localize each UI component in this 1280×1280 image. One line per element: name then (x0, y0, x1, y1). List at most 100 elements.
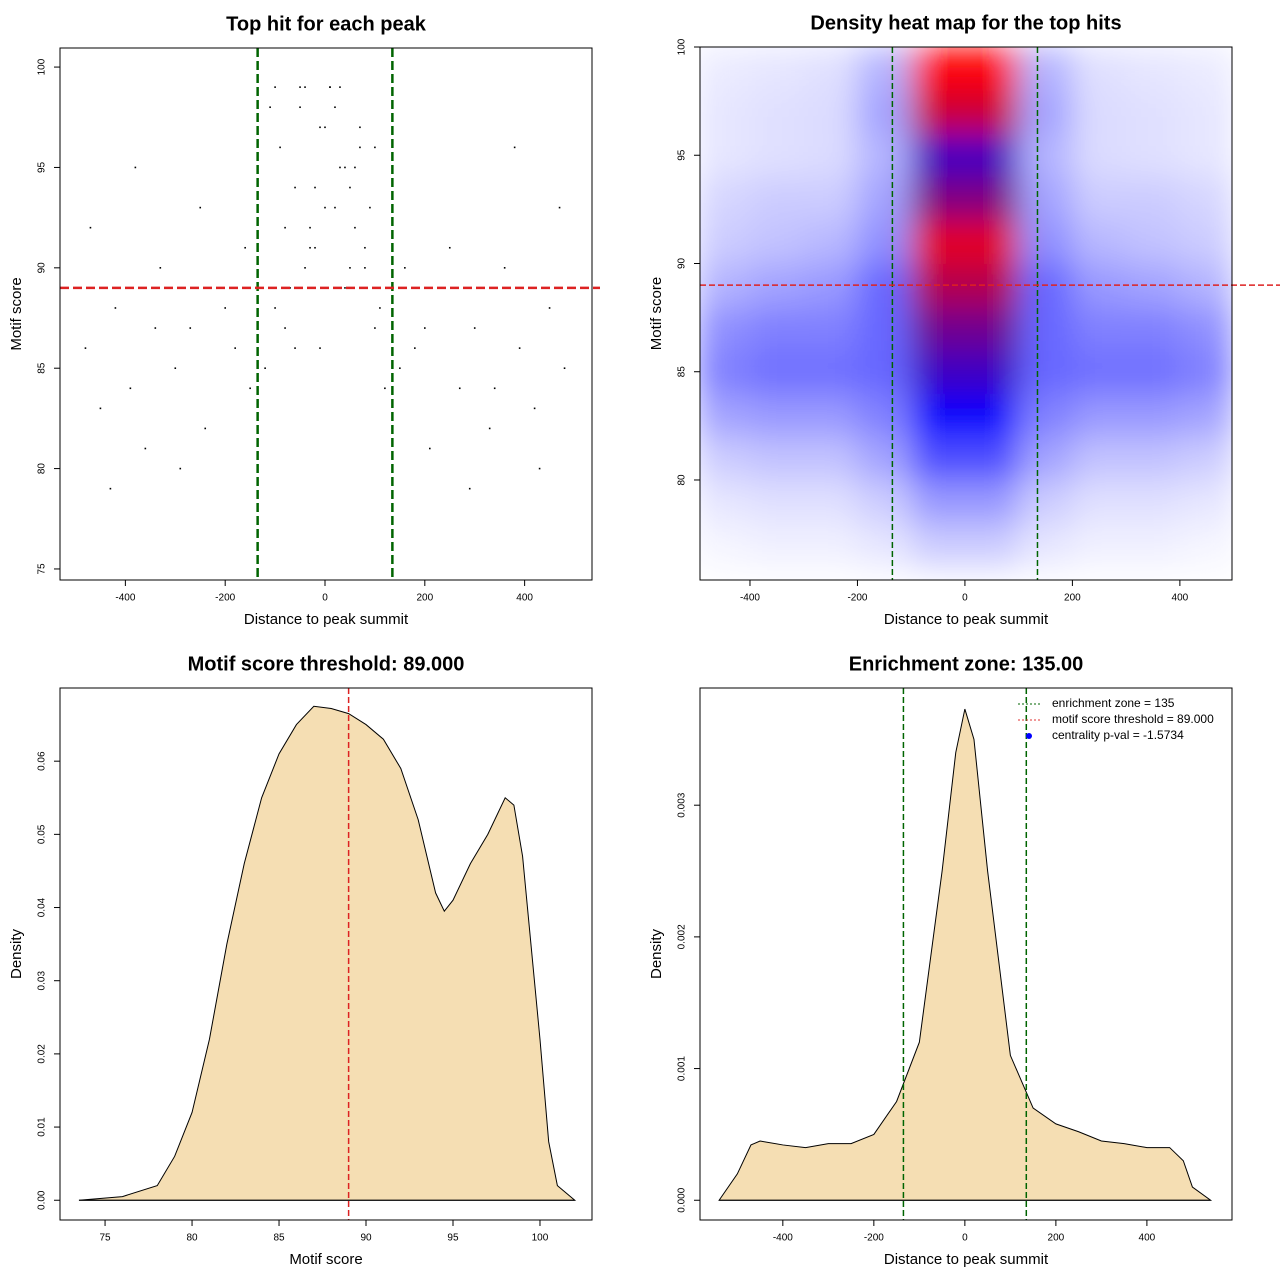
point (349, 267, 351, 269)
density-area (78, 705, 577, 1201)
point (159, 267, 162, 269)
x-tick-label: 90 (360, 1233, 372, 1244)
heat-cell (911, 436, 966, 481)
heat-cell (1018, 393, 1073, 438)
heat-cell (911, 350, 966, 394)
heat-cell (911, 220, 966, 264)
heat-cell (964, 523, 1020, 568)
heat-cell (1179, 47, 1232, 91)
point (344, 287, 346, 289)
point (319, 347, 321, 349)
heat-cell (1126, 436, 1181, 481)
plot-frame (699, 46, 1233, 581)
point (134, 166, 137, 169)
heat-cell (700, 176, 751, 221)
heat-cell (1018, 350, 1073, 394)
heat-cell (1126, 350, 1181, 394)
plot-frame (699, 687, 1233, 1221)
heat-cell (1126, 306, 1181, 351)
plot-frame (59, 687, 593, 1221)
point (294, 186, 296, 189)
legend-point (1026, 733, 1032, 739)
heat-cell (700, 47, 751, 91)
point (274, 307, 276, 309)
heat-cell (1072, 90, 1127, 135)
x-tick-label: 400 (516, 593, 533, 604)
heat-cell (749, 90, 805, 135)
point (299, 86, 301, 88)
heat-cell (857, 523, 912, 568)
heat-cell (1018, 176, 1073, 221)
y-tick-label: 0.03 (37, 971, 48, 991)
point (359, 126, 361, 129)
heat-cell (857, 306, 912, 351)
point (284, 327, 286, 329)
y-tick-label: 85 (677, 366, 688, 378)
chart-title: Top hit for each peak (226, 13, 427, 35)
point (533, 407, 536, 410)
point (249, 387, 251, 390)
heat-cell (857, 176, 912, 221)
legend-label: enrichment zone = 135 (1052, 696, 1175, 710)
point (244, 246, 246, 249)
panel: Density heat map for the top hits Distanc… (648, 12, 1280, 628)
point (364, 246, 366, 249)
heat-cell (1072, 350, 1127, 394)
heat-cell (1179, 220, 1232, 264)
heat-cell (749, 436, 805, 481)
heat-cell (1179, 306, 1232, 351)
point (429, 447, 431, 450)
heat-cell (1072, 47, 1127, 91)
point (339, 86, 341, 88)
point (379, 307, 381, 309)
heat-cell (857, 47, 912, 91)
heat-cell (1179, 176, 1232, 221)
point (538, 467, 541, 470)
heat-cell (749, 306, 805, 351)
heat-cell (857, 350, 912, 394)
heat-cell (1018, 479, 1073, 524)
x-tick-label: 0 (962, 593, 968, 604)
heat-cell (1126, 90, 1181, 135)
x-tick-label: 200 (1048, 1233, 1065, 1244)
y-tick-label: 0.003 (677, 792, 688, 817)
x-tick-label: 0 (322, 593, 328, 604)
point (234, 347, 236, 349)
point (174, 367, 177, 370)
heat-cell (964, 306, 1020, 351)
panel: Top hit for each peak Distance to peak su… (8, 13, 600, 628)
point (518, 347, 521, 349)
x-tick-label: 0 (962, 1233, 968, 1244)
chart-title: Enrichment zone: 135.00 (849, 653, 1084, 675)
y-tick-label: 0.002 (677, 924, 688, 949)
point (129, 387, 132, 390)
x-axis-label: Distance to peak summit (884, 1251, 1049, 1268)
heat-cell (1018, 523, 1073, 568)
y-axis-label: Density (8, 928, 25, 979)
point (374, 327, 376, 329)
chart-title: Motif score threshold: 89.000 (188, 653, 465, 675)
heat-cell (749, 393, 805, 438)
point (314, 246, 316, 249)
heat-cell (964, 220, 1020, 264)
heat-cell (1126, 220, 1181, 264)
point (199, 206, 202, 209)
heat-cell (857, 220, 912, 264)
heat-cell (1018, 436, 1073, 481)
heat-cell (1179, 90, 1232, 135)
point (84, 347, 87, 349)
point (369, 206, 371, 209)
heat-cell (857, 393, 912, 438)
point (404, 267, 406, 269)
y-tick-label: 0.00 (37, 1190, 48, 1210)
x-tick-label: -400 (773, 1233, 793, 1244)
heat-cell (911, 90, 966, 135)
heat-cell (1018, 306, 1073, 351)
point (309, 226, 311, 229)
heat-cell (1018, 47, 1073, 91)
point (314, 186, 316, 189)
point (144, 447, 147, 450)
heat-cell (700, 436, 751, 481)
y-tick-label: 0.05 (37, 824, 48, 844)
x-axis-label: Distance to peak summit (244, 611, 409, 628)
